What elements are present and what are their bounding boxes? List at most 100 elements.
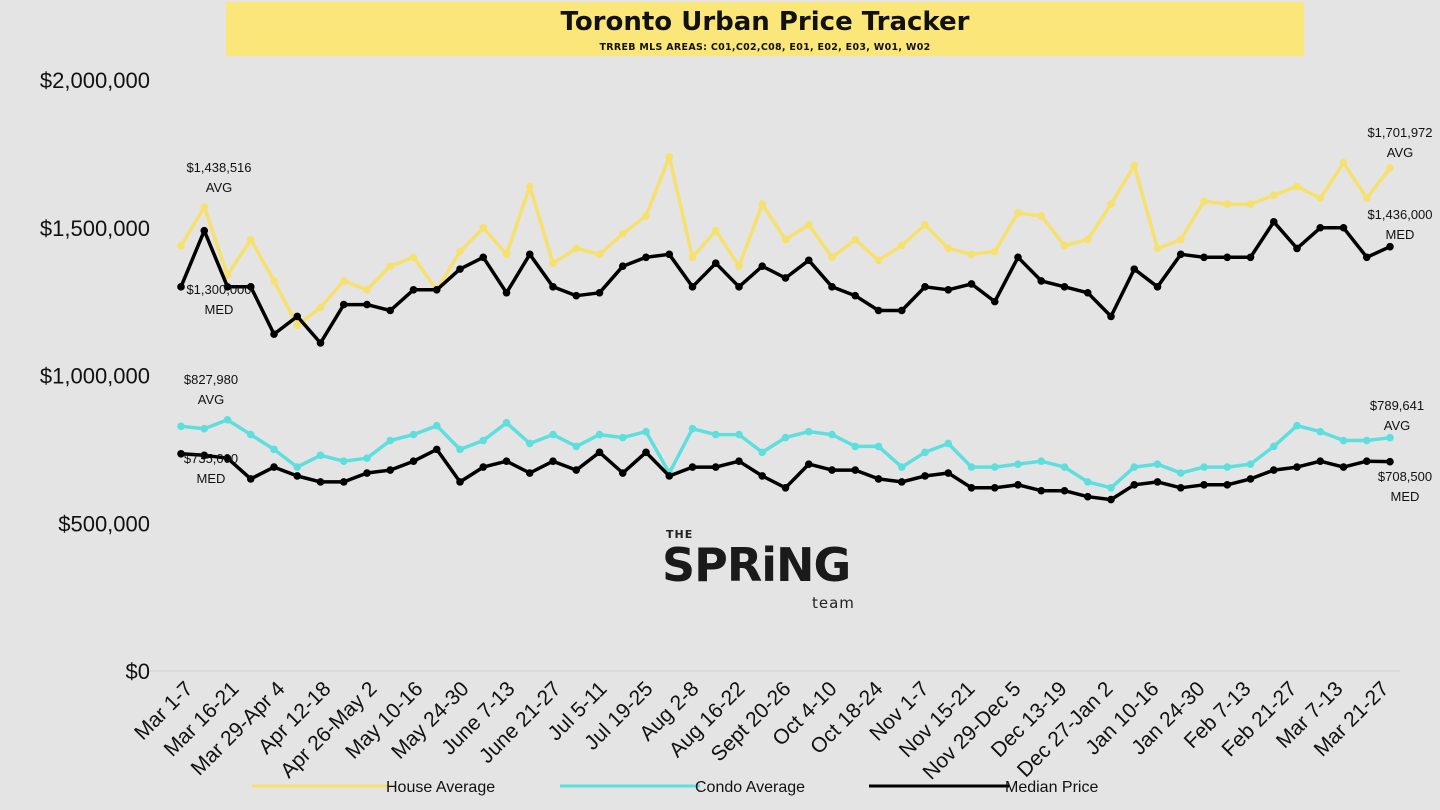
data-point [386,436,395,445]
logo-spring: SPRiNG [662,538,851,592]
data-point [549,457,557,465]
data-point [200,226,209,235]
data-point [967,463,976,471]
data-point [618,229,627,238]
data-point [1200,197,1208,205]
data-point [990,247,999,256]
data-point [688,283,697,291]
data-point [432,421,441,430]
data-point [642,212,650,220]
data-point [1130,265,1139,273]
data-point [1386,433,1394,442]
data-point [1130,481,1139,489]
data-point [1107,312,1115,321]
data-point [1339,463,1348,471]
data-point [223,271,232,279]
data-point [967,280,976,288]
data-point [758,448,767,457]
data-point [1060,283,1069,291]
data-point [1316,194,1325,202]
data-point [1339,223,1348,232]
data-point [851,442,860,451]
data-point [549,259,557,268]
data-point [618,262,627,270]
data-point [944,439,953,448]
data-point [618,433,627,442]
data-point [293,472,302,480]
data-point [1362,194,1371,202]
data-point [1176,469,1185,477]
data-point [1269,191,1278,200]
data-point [246,283,255,291]
data-point [549,283,557,291]
data-point [595,250,604,259]
data-point [595,288,604,297]
data-point [781,483,790,492]
data-point [967,250,976,259]
data-point [990,297,999,306]
data-point [223,283,232,291]
logo-team: team [812,594,855,612]
data-point [595,448,604,457]
legend-label: House Average [386,779,495,796]
y-tick-label: $0 [126,659,150,684]
data-point [944,244,953,253]
data-point [316,478,325,486]
data-point [897,241,906,250]
data-point [525,439,534,448]
spring-team-logo: THE SPRiNG team [662,528,872,618]
annotation-value: $1,701,972 [1367,125,1432,140]
annotation-label: AVG [1384,418,1411,433]
annotation-value: $1,438,516 [186,160,251,175]
annotation-value: $789,641 [1370,398,1424,413]
data-point [502,288,511,297]
data-point [688,253,697,262]
data-point [735,457,743,465]
data-point [316,339,325,347]
data-point [1200,463,1208,471]
data-point [874,256,883,265]
data-point [409,253,418,262]
data-point [1316,427,1325,436]
data-point [711,430,720,439]
data-point [665,472,674,480]
data-point [246,235,255,244]
data-point [572,466,581,474]
data-point [200,451,209,460]
data-point [1130,161,1139,170]
data-point [339,478,348,486]
data-point [1153,478,1162,486]
data-point [1200,481,1208,489]
data-point [572,442,581,451]
data-point [1083,288,1092,297]
data-point [1269,442,1278,451]
data-point [1386,242,1394,251]
chart-title: Toronto Urban Price Tracker [560,7,970,37]
chart-subtitle: TRREB MLS AREAS: C01,C02,C08, E01, E02, … [599,42,931,53]
data-point [223,454,232,463]
data-point [432,445,441,454]
data-point [874,475,883,483]
data-point [828,253,836,262]
data-point [363,300,371,309]
y-tick-label: $1,000,000 [40,364,150,389]
data-point [874,306,883,315]
data-point [921,283,929,291]
data-point [804,220,813,229]
data-point [1362,253,1371,262]
data-point [921,448,929,457]
data-point [1083,235,1092,244]
data-point [525,469,534,477]
annotation-label: AVG [1387,145,1414,160]
data-point [711,463,720,471]
annotation-label: MED [1386,227,1415,242]
data-point [270,445,278,454]
data-point [1293,421,1301,430]
data-point [339,277,348,285]
data-point [1107,200,1115,208]
data-point [386,262,395,270]
y-tick-label: $500,000 [58,511,150,536]
data-point [851,291,860,300]
data-point [502,457,511,465]
